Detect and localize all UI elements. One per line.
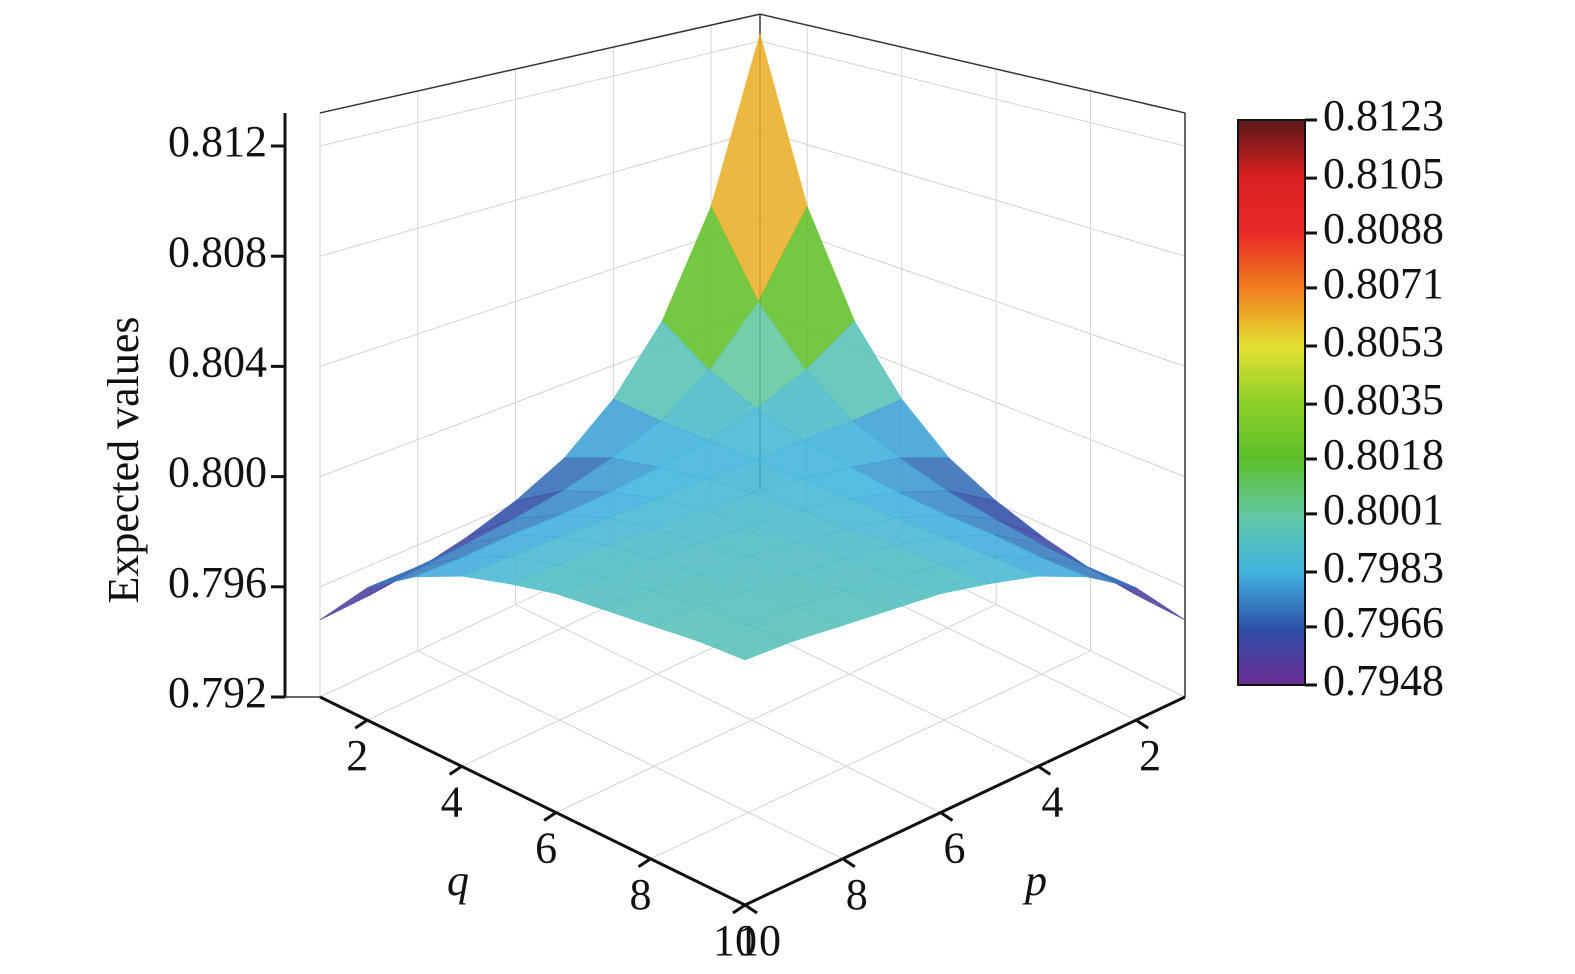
q-axis bbox=[319, 695, 746, 907]
z-tick-label: 0.804 bbox=[168, 337, 267, 386]
colorbar-tick-label: 0.7948 bbox=[1323, 656, 1444, 705]
p-axis-title: p bbox=[1022, 856, 1047, 905]
colorbar-tick-label: 0.8001 bbox=[1323, 485, 1444, 534]
grid-line bbox=[515, 604, 941, 814]
p-axis bbox=[744, 695, 1186, 907]
p-tick bbox=[939, 811, 954, 822]
colorbar-tick-label: 0.7966 bbox=[1323, 598, 1444, 647]
colorbar-tick-label: 0.8123 bbox=[1323, 91, 1444, 140]
colorbar-tick-label: 0.8071 bbox=[1323, 259, 1444, 308]
p-tick-label: 6 bbox=[944, 824, 966, 873]
colorbar-tick-label: 0.8105 bbox=[1323, 149, 1444, 198]
z-tick-label: 0.792 bbox=[168, 668, 267, 717]
p-tick-label: 4 bbox=[1041, 777, 1063, 826]
z-tick-label: 0.812 bbox=[168, 117, 267, 166]
q-tick-label: 4 bbox=[441, 777, 463, 826]
q-tick bbox=[732, 903, 746, 915]
colorbar-tick-label: 0.8053 bbox=[1323, 317, 1444, 366]
surface-patch bbox=[696, 624, 796, 661]
q-tick bbox=[354, 718, 369, 730]
q-tick-label: 10 bbox=[713, 916, 757, 965]
q-tick-label: 8 bbox=[630, 870, 652, 919]
p-tick-label: 10 bbox=[737, 916, 781, 965]
z-tick-label: 0.808 bbox=[168, 227, 267, 276]
p-tick-label: 8 bbox=[846, 870, 868, 919]
grid-line bbox=[650, 650, 1091, 860]
box-edge bbox=[319, 13, 761, 114]
p-tick-label: 2 bbox=[1139, 731, 1161, 780]
grid-line bbox=[555, 604, 997, 814]
z-tick-label: 0.796 bbox=[168, 558, 267, 607]
q-tick bbox=[448, 765, 463, 776]
q-tick-label: 6 bbox=[535, 824, 557, 873]
q-axis-title: q bbox=[447, 856, 469, 905]
colorbar-tick-label: 0.8088 bbox=[1323, 204, 1444, 253]
q-tick bbox=[543, 811, 557, 822]
p-tick bbox=[841, 857, 856, 869]
p-tick bbox=[1037, 765, 1052, 776]
box-edge bbox=[759, 13, 1186, 114]
colorbar bbox=[1237, 119, 1306, 686]
z-tick-label: 0.800 bbox=[168, 448, 267, 497]
grid-line bbox=[417, 650, 843, 860]
colorbar-tick-label: 0.8018 bbox=[1323, 430, 1444, 479]
z-axis-title: Expected values bbox=[99, 316, 148, 603]
p-tick bbox=[744, 903, 758, 915]
colorbar-tick-label: 0.7983 bbox=[1323, 543, 1444, 592]
p-tick bbox=[1135, 718, 1149, 730]
colorbar-tick-label: 0.8035 bbox=[1323, 375, 1444, 424]
q-tick bbox=[637, 857, 652, 869]
q-tick-label: 2 bbox=[346, 731, 368, 780]
floor bbox=[320, 489, 1185, 905]
